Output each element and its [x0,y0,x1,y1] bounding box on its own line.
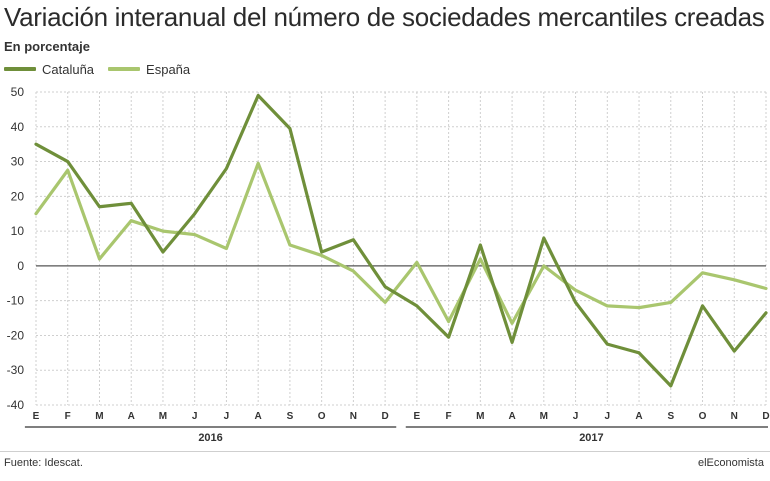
series-line-cataluna [34,93,768,388]
x-tick-label: J [573,411,579,422]
y-tick-label: -40 [7,398,25,412]
x-tick-label: D [382,411,389,422]
series-line-espana [34,161,768,325]
x-tick-label: M [159,411,167,422]
x-tick-label: M [476,411,484,422]
x-tick-label: M [540,411,548,422]
x-tick-label: N [350,411,357,422]
x-tick-label: F [446,411,452,422]
x-tick-label: O [318,411,326,422]
y-tick-label: 10 [11,224,25,238]
x-tick-label: S [667,411,674,422]
y-tick-label: -10 [7,294,25,308]
x-tick-label: A [508,411,515,422]
y-tick-label: 40 [11,120,25,134]
x-tick-label: F [65,411,71,422]
x-tick-label: M [95,411,103,422]
legend-label-cataluna: Cataluña [42,61,95,77]
y-tick-label: 50 [11,85,25,99]
x-tick-label: O [699,411,707,422]
source-note: Fuente: Idescat. [4,457,83,469]
x-tick-label: E [414,411,421,422]
x-tick-label: A [635,411,642,422]
legend-item-cataluna: Cataluña [4,62,94,77]
year-group-label: 2017 [579,432,603,444]
x-tick-label: A [128,411,135,422]
x-tick-label: J [224,411,230,422]
x-tick-label: S [287,411,294,422]
legend-label-espana: España [146,61,191,77]
brand-logo-text: elEconomista [697,457,764,469]
chart-title: Variación interanual del número de socie… [4,2,765,32]
x-tick-label: N [731,411,738,422]
chart-subtitle: En porcentaje [4,39,90,54]
year-group-label: 2016 [198,432,222,444]
legend-swatch-espana [108,67,141,71]
x-tick-label: E [33,411,40,422]
legend: Cataluña España [4,60,204,78]
legend-swatch-cataluna [4,67,36,71]
x-tick-label: J [605,411,611,422]
x-tick-label: A [255,411,262,422]
legend-item-espana: España [108,62,190,77]
footer-divider [0,451,770,452]
y-tick-label: -20 [7,328,25,342]
y-tick-label: 20 [11,189,25,203]
y-tick-label: 0 [17,259,24,273]
x-tick-label: D [762,411,769,422]
x-tick-label: J [192,411,198,422]
y-tick-label: 30 [11,155,25,169]
y-tick-label: -30 [7,363,25,377]
